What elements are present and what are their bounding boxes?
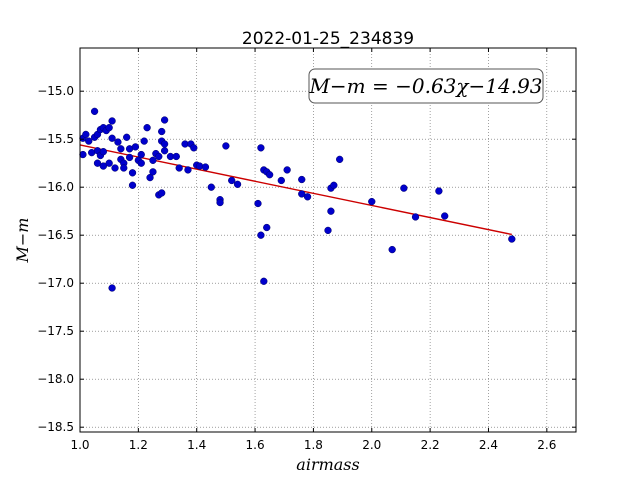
x-tick-label: 1.2 [129,438,148,452]
data-point [160,140,169,148]
data-point [508,235,516,243]
data-point [140,137,148,145]
data-point [128,181,137,189]
chart-title: 2022-01-25_234839 [242,29,414,49]
data-point [190,144,198,152]
data-point [146,173,154,182]
data-point [172,152,180,161]
data-point [160,116,169,124]
data-point [137,150,145,159]
data-point [330,181,338,189]
data-point [125,153,134,162]
data-point [388,245,396,254]
data-point [111,164,119,172]
x-tick-label: 1.0 [70,438,89,452]
data-point [298,175,306,184]
y-tick-label: −16.0 [37,180,74,194]
data-point [149,168,157,176]
data-point [131,143,140,151]
plot-frame [79,47,577,433]
y-tick-label: −16.5 [37,228,74,242]
data-point [435,187,443,195]
y-tick-label: −15.0 [37,84,74,98]
data-point [441,212,449,220]
data-point [298,190,306,198]
grid [80,48,576,432]
data-point [85,137,93,145]
data-point [216,198,224,207]
data-point [283,166,291,174]
y-tick-label: −18.0 [37,372,74,386]
data-point [155,152,163,161]
fit-equation-box: M−m = −0.63χ−14.93 [308,68,544,104]
data-points [79,107,516,292]
x-tick-label: 1.4 [187,438,206,452]
data-point [222,142,230,150]
data-point [158,189,166,197]
y-tick-label: −18.5 [37,420,74,434]
x-tick-label: 2.4 [479,438,498,452]
data-point [400,184,408,192]
data-point [175,164,183,172]
y-tick-label: −17.5 [37,324,74,338]
data-point [257,231,265,239]
data-point [257,144,265,152]
x-tick-label: 1.8 [304,438,323,452]
data-point [324,226,332,235]
data-point [277,176,285,185]
x-tick-label: 1.6 [246,438,265,452]
data-point [143,124,151,132]
y-tick-label: −15.5 [37,132,74,146]
fit-equation-text: M−m = −0.63χ−14.93 [308,74,542,98]
data-point [128,169,137,177]
data-point [207,183,215,191]
data-point [137,159,145,167]
data-point [90,107,99,116]
data-point [99,162,107,170]
x-tick-label: 2.0 [362,438,381,452]
data-point [117,145,125,153]
x-tick-label: 2.6 [537,438,556,452]
data-point [336,155,344,164]
data-point [114,138,122,146]
data-point [82,130,90,139]
data-point [93,159,102,167]
data-point [158,127,166,136]
fit-equation-frame [308,68,544,104]
data-point [108,134,116,142]
y-axis-label: M−m [13,218,32,264]
fit-line [79,144,512,236]
data-point [99,148,107,156]
data-point [260,277,268,285]
data-point [149,156,157,164]
data-point [120,164,128,172]
data-point [265,171,274,179]
data-point [201,163,210,171]
data-point [233,180,242,188]
axis-ticks: 1.0 1.2 1.4 1.6 1.8 2.0 2.2 2.4 2.6 −15.0 −15.5 −16… [37,48,576,452]
data-point [79,150,87,159]
data-point [327,207,335,215]
x-tick-label: 2.2 [421,438,440,452]
data-point [108,117,116,125]
data-point [411,213,420,221]
data-point [184,166,192,174]
data-point [160,147,169,155]
data-point [108,284,116,292]
data-point [303,193,312,201]
data-point [263,223,271,232]
y-tick-label: −17.0 [37,276,74,290]
x-axis-label: airmass [296,455,359,474]
data-point [254,199,262,208]
fit-line-layer [79,144,512,236]
data-point [105,124,113,132]
data-point [105,159,113,167]
data-point [368,197,376,206]
data-point [123,133,131,141]
data-point [228,176,236,185]
